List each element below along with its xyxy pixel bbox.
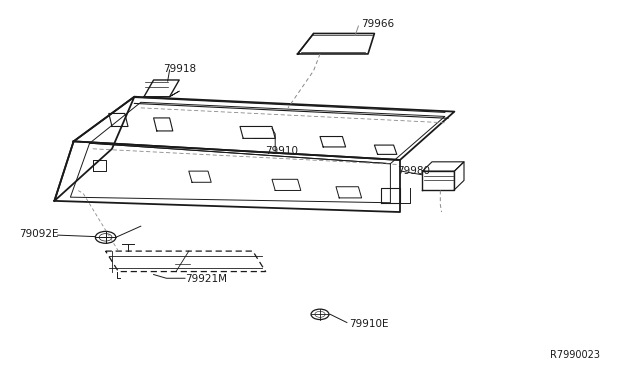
Text: 79910E: 79910E: [349, 319, 388, 328]
Text: R7990023: R7990023: [550, 350, 600, 360]
Text: 79980: 79980: [397, 166, 430, 176]
Text: 79921M: 79921M: [186, 274, 228, 284]
Text: 79910: 79910: [266, 146, 299, 155]
Text: 79966: 79966: [362, 19, 395, 29]
Text: 79918: 79918: [163, 64, 196, 74]
Text: 79092E: 79092E: [19, 230, 59, 239]
